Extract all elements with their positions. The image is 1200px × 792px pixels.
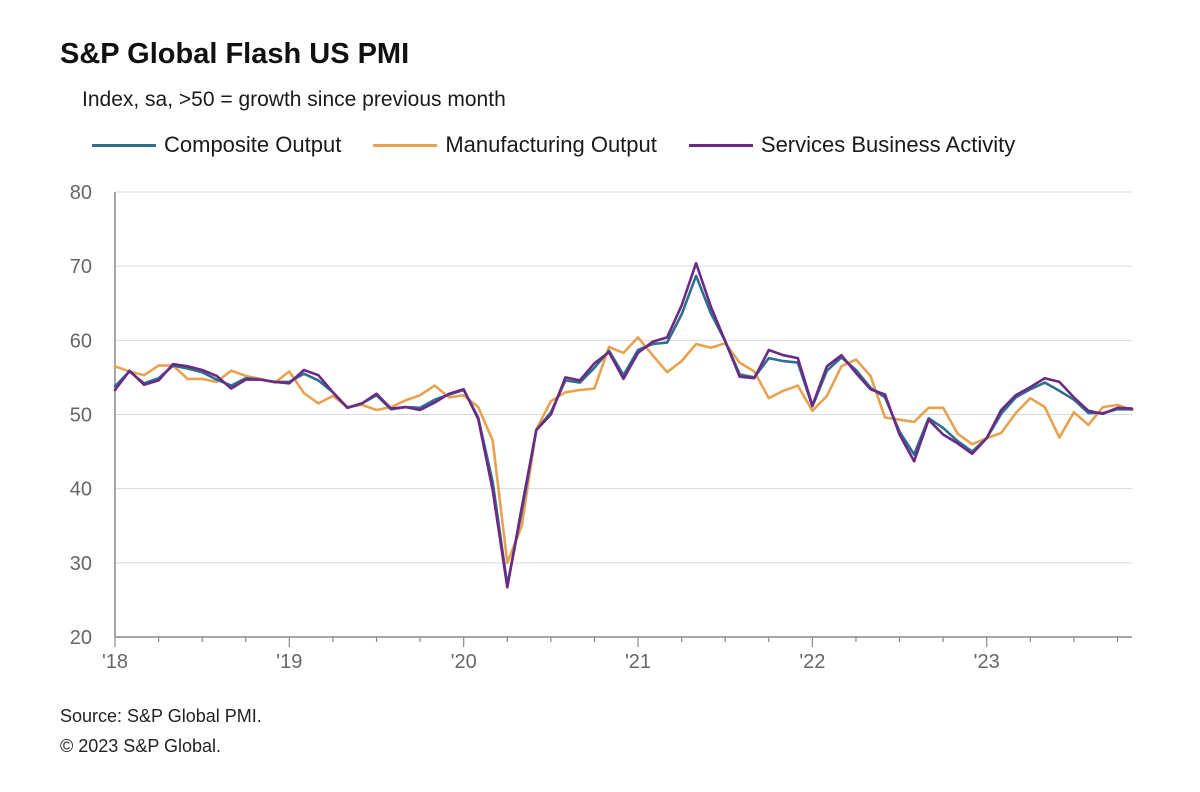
x-tick-label-21: '21 [625,651,651,673]
y-tick-label-70: 70 [70,256,92,278]
series-line-manufacturing [113,336,1134,565]
y-tick-label-30: 30 [70,553,92,575]
legend-item-composite[interactable]: Composite Output [92,132,341,158]
copyright-note: © 2023 S&P Global. [60,736,222,756]
legend-swatch-services [688,143,753,147]
y-tick-label-20: 20 [70,627,92,649]
x-tick-label-23: '23 [974,651,1000,673]
legend-label-services: Services Business Activity [760,132,1016,157]
x-tick-label-18: '18 [102,651,128,673]
y-tick-label-60: 60 [70,330,92,352]
legend-label-composite: Composite Output [164,132,342,157]
legend: Composite Output Manufacturing Output Se… [92,130,1047,160]
series-line-composite [113,274,1134,587]
series-line-services [113,261,1134,589]
legend-item-manufacturing[interactable]: Manufacturing Output [373,132,657,158]
source-note: Source: S&P Global PMI. [60,706,262,726]
y-tick-label-40: 40 [70,479,92,501]
x-tick-label-19: '19 [276,651,302,673]
legend-label-manufacturing: Manufacturing Output [445,132,657,157]
y-tick-label-50: 50 [70,405,92,427]
x-tick-label-20: '20 [451,651,477,673]
legend-item-services[interactable]: Services Business Activity [688,132,1016,158]
chart-title: S&P Global Flash US PMI [60,38,410,70]
x-tick-label-22: '22 [799,651,825,673]
legend-swatch-composite [92,143,156,147]
legend-swatch-manufacturing [373,143,438,147]
chart-subtitle: Index, sa, >50 = growth since previous m… [82,88,506,111]
y-tick-label-80: 80 [70,182,92,204]
